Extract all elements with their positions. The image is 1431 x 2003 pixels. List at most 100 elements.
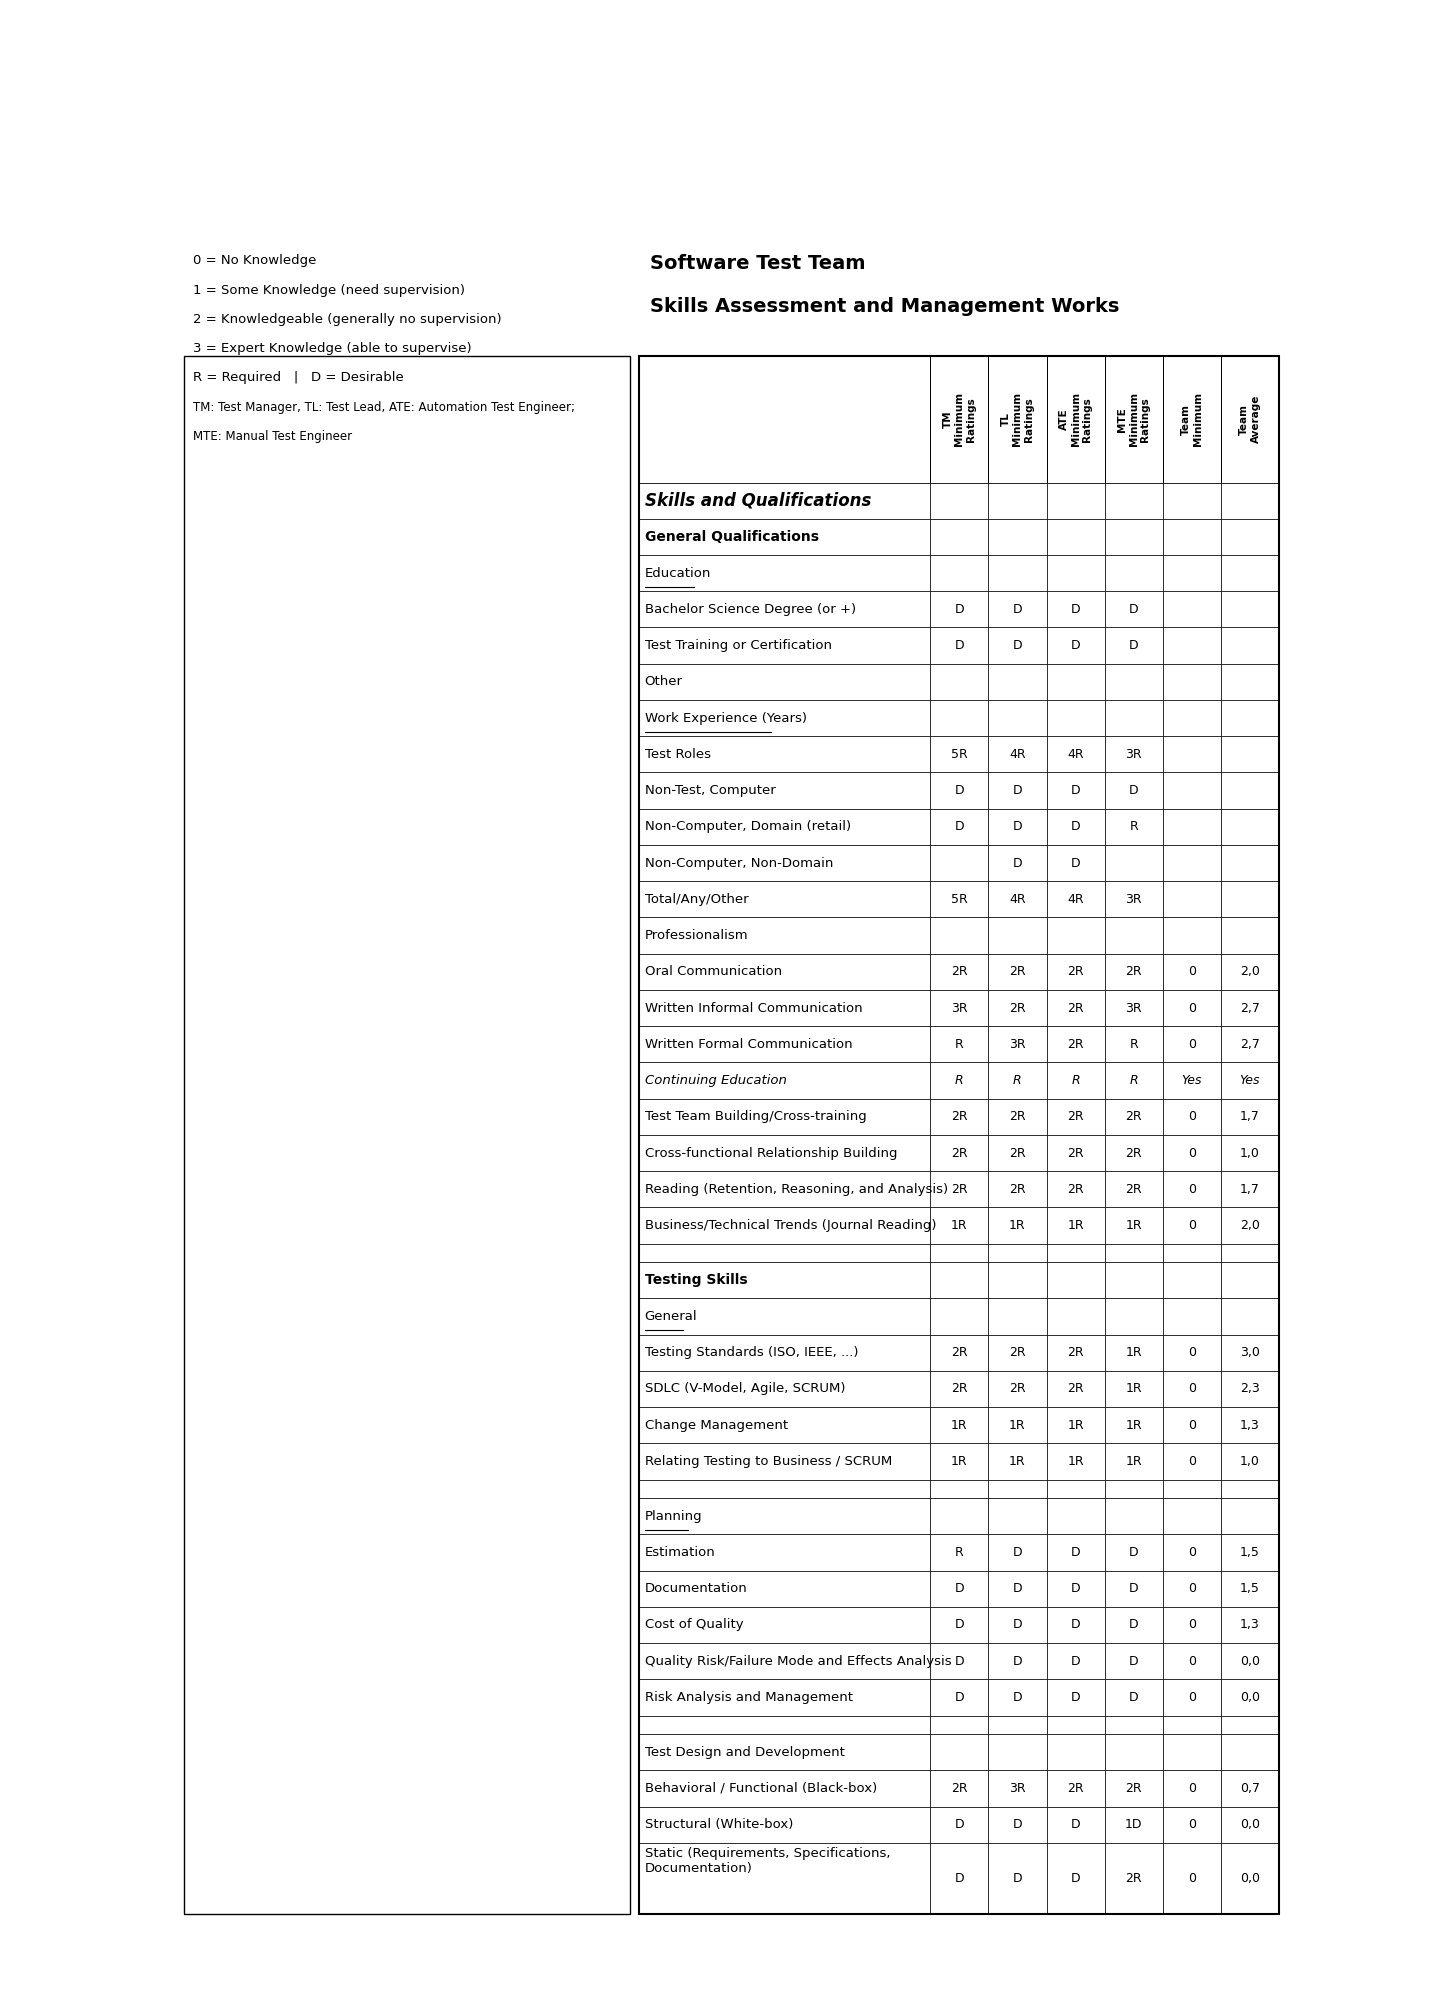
Bar bbox=[640, 699, 930, 737]
Bar bbox=[1163, 1244, 1221, 1262]
Text: D: D bbox=[1070, 1691, 1080, 1705]
Bar bbox=[1105, 1370, 1163, 1408]
Bar bbox=[930, 953, 989, 989]
Bar bbox=[1046, 1408, 1105, 1444]
Text: 2,7: 2,7 bbox=[1241, 1002, 1259, 1016]
Text: ATE
Minimum
Ratings: ATE Minimum Ratings bbox=[1059, 393, 1092, 447]
Text: 0,0: 0,0 bbox=[1241, 1691, 1259, 1705]
Bar bbox=[1163, 357, 1221, 483]
Text: 0,0: 0,0 bbox=[1241, 1871, 1259, 1885]
Bar bbox=[1163, 1136, 1221, 1172]
Text: 0: 0 bbox=[1188, 1819, 1196, 1831]
Text: 0: 0 bbox=[1188, 1582, 1196, 1594]
Bar bbox=[930, 1534, 989, 1570]
Text: 1R: 1R bbox=[1009, 1418, 1026, 1432]
Bar bbox=[640, 627, 930, 663]
Text: 2R: 2R bbox=[1009, 1382, 1026, 1396]
Bar bbox=[989, 773, 1046, 809]
Text: Other: Other bbox=[644, 675, 683, 689]
Bar bbox=[1046, 519, 1105, 555]
Text: 1R: 1R bbox=[1068, 1220, 1083, 1232]
Bar bbox=[1163, 809, 1221, 845]
Text: D: D bbox=[1070, 821, 1080, 833]
Bar bbox=[1046, 953, 1105, 989]
Bar bbox=[1105, 1642, 1163, 1679]
Text: Total/Any/Other: Total/Any/Other bbox=[644, 893, 748, 905]
Text: 3R: 3R bbox=[1009, 1038, 1026, 1052]
Bar bbox=[930, 917, 989, 953]
Bar bbox=[930, 1100, 989, 1136]
Text: Static (Requirements, Specifications,
Documentation): Static (Requirements, Specifications, Do… bbox=[644, 1847, 890, 1875]
Text: Quality Risk/Failure Mode and Effects Analysis: Quality Risk/Failure Mode and Effects An… bbox=[644, 1654, 952, 1668]
Bar bbox=[1163, 1735, 1221, 1771]
Text: D: D bbox=[1013, 603, 1022, 615]
Bar bbox=[640, 809, 930, 845]
Text: 2,7: 2,7 bbox=[1241, 1038, 1259, 1052]
Bar bbox=[1221, 1735, 1279, 1771]
Text: D: D bbox=[1013, 1691, 1022, 1705]
Bar bbox=[1221, 699, 1279, 737]
Text: 2R: 2R bbox=[1009, 1146, 1026, 1160]
Bar bbox=[930, 357, 989, 483]
Bar bbox=[1163, 881, 1221, 917]
Bar bbox=[1221, 1408, 1279, 1444]
Bar bbox=[1163, 1062, 1221, 1100]
Bar bbox=[930, 1026, 989, 1062]
Text: 2R: 2R bbox=[1125, 1783, 1142, 1795]
Bar bbox=[1163, 1262, 1221, 1298]
Bar bbox=[989, 1771, 1046, 1807]
Text: D: D bbox=[1013, 1819, 1022, 1831]
Text: 1R: 1R bbox=[1125, 1382, 1142, 1396]
Bar bbox=[1163, 1679, 1221, 1717]
Bar bbox=[1163, 1370, 1221, 1408]
Bar bbox=[1046, 591, 1105, 627]
Bar bbox=[1105, 1172, 1163, 1208]
Text: D: D bbox=[1070, 1546, 1080, 1558]
Text: D: D bbox=[1070, 1582, 1080, 1594]
Bar bbox=[640, 591, 930, 627]
Bar bbox=[1046, 1208, 1105, 1244]
Bar bbox=[1046, 1642, 1105, 1679]
Bar bbox=[930, 699, 989, 737]
Bar bbox=[989, 1570, 1046, 1606]
Text: 1R: 1R bbox=[1009, 1220, 1026, 1232]
Text: R: R bbox=[954, 1038, 963, 1052]
Bar bbox=[1105, 1026, 1163, 1062]
Bar bbox=[640, 1062, 930, 1100]
Bar bbox=[989, 737, 1046, 773]
Text: Yes: Yes bbox=[1239, 1074, 1261, 1088]
Bar bbox=[989, 1534, 1046, 1570]
Text: 3R: 3R bbox=[1125, 747, 1142, 761]
Text: Non-Computer, Non-Domain: Non-Computer, Non-Domain bbox=[644, 857, 833, 869]
Bar bbox=[1105, 699, 1163, 737]
Bar bbox=[989, 555, 1046, 591]
Bar bbox=[1221, 1717, 1279, 1735]
Bar bbox=[1163, 1444, 1221, 1480]
Text: 1R: 1R bbox=[1009, 1454, 1026, 1468]
Text: R: R bbox=[1129, 1038, 1138, 1052]
Text: 2R: 2R bbox=[1068, 1038, 1083, 1052]
Bar bbox=[1046, 809, 1105, 845]
Bar bbox=[1221, 1534, 1279, 1570]
Text: 1R: 1R bbox=[1125, 1346, 1142, 1360]
Text: 2R: 2R bbox=[1125, 1871, 1142, 1885]
Bar bbox=[1221, 1298, 1279, 1334]
Bar bbox=[1163, 1408, 1221, 1444]
Bar bbox=[930, 1717, 989, 1735]
Bar bbox=[1221, 555, 1279, 591]
Text: D: D bbox=[1129, 783, 1139, 797]
Bar bbox=[930, 1570, 989, 1606]
Bar bbox=[1046, 1606, 1105, 1642]
Bar bbox=[1105, 555, 1163, 591]
Bar bbox=[989, 917, 1046, 953]
Bar bbox=[1046, 1244, 1105, 1262]
Text: D: D bbox=[954, 821, 964, 833]
Bar bbox=[1163, 483, 1221, 519]
Text: 2R: 2R bbox=[1125, 1110, 1142, 1124]
Bar bbox=[1163, 1498, 1221, 1534]
Bar bbox=[640, 1534, 930, 1570]
Bar bbox=[1046, 1717, 1105, 1735]
Text: 2 = Knowledgeable (generally no supervision): 2 = Knowledgeable (generally no supervis… bbox=[193, 312, 502, 326]
Bar bbox=[1046, 1480, 1105, 1498]
Bar bbox=[930, 1298, 989, 1334]
